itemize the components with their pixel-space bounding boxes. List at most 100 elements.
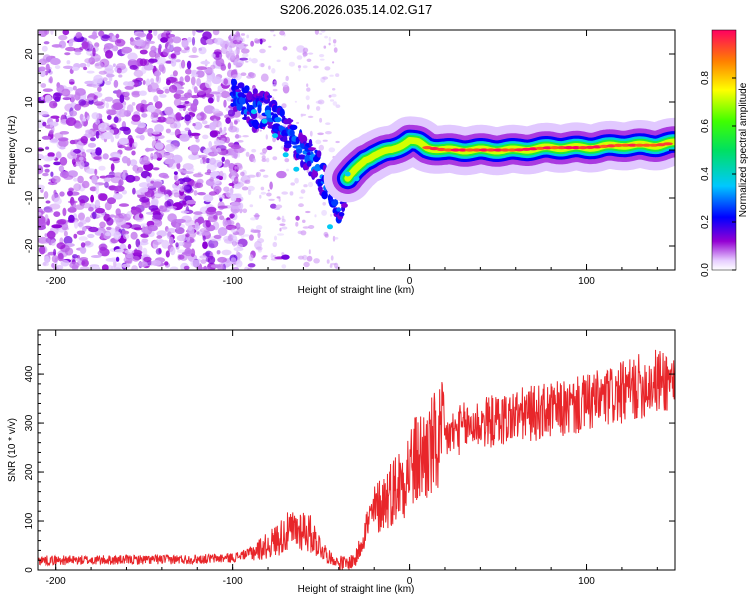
speckle-blob [196, 115, 202, 119]
speckle-blob [255, 172, 259, 178]
speckle-blob [156, 116, 167, 123]
speckle-blob [88, 99, 94, 105]
speckle-blob [332, 61, 335, 64]
speckle-blob [151, 260, 162, 266]
ridge-hotspot [478, 148, 489, 152]
speckle-blob [320, 30, 326, 33]
speckle-blob [58, 165, 65, 172]
speckle-blob [78, 160, 85, 170]
speckle-blob [94, 199, 101, 208]
speckle-blob [178, 168, 184, 172]
speckle-blob [175, 180, 181, 184]
speckle-blob [133, 69, 144, 78]
speckle-blob [80, 136, 88, 144]
speckle-blob [49, 100, 58, 109]
speckle-blob [297, 255, 305, 260]
speckle-blob [233, 183, 242, 189]
speckle-blob [164, 261, 169, 266]
speckle-blob [197, 192, 206, 196]
speckle-blob [42, 172, 49, 177]
speckle-blob [139, 49, 148, 55]
speckle-blob [121, 263, 131, 268]
speckle-blob [102, 77, 108, 82]
speckle-blob [233, 176, 239, 185]
ridge-hotspot [549, 146, 560, 150]
speckle-blob [185, 68, 192, 75]
speckle-blob [213, 178, 221, 185]
speckle-blob [250, 228, 255, 233]
speckle-blob [156, 235, 163, 239]
snr-x-ticks: -200 -100 0 100 [46, 330, 658, 587]
speckle-blob [176, 105, 186, 109]
speckle-blob [91, 175, 98, 184]
speckle-blob [41, 135, 51, 140]
speckle-blob [139, 160, 151, 166]
speckle-blob [196, 89, 206, 96]
colorbar-ticks: 0.0 0.2 0.4 0.6 0.8 [700, 71, 736, 277]
speckle-blob [51, 44, 63, 48]
speckle-blob [214, 37, 224, 45]
speckle-blob [235, 133, 240, 139]
speckle-blob [148, 58, 158, 63]
speckle-blob [87, 142, 97, 148]
speckle-blob [272, 255, 277, 258]
speckle-blob [129, 65, 138, 70]
speckle-blob [131, 114, 141, 122]
speckle-blob [126, 211, 133, 218]
speckle-blob [129, 159, 138, 167]
speckle-blob [276, 196, 281, 199]
speckle-blob [296, 121, 300, 124]
speckle-blob [141, 113, 148, 118]
ridge-blob [341, 203, 348, 208]
speckle-blob [183, 184, 193, 193]
speckle-blob [65, 117, 77, 126]
speckle-blob [322, 76, 328, 80]
speckle-blob [328, 36, 331, 42]
speckle-blob [84, 80, 95, 85]
speckle-blob [79, 257, 89, 261]
speckle-blob [333, 262, 339, 269]
speckle-blob [148, 30, 153, 34]
ridge-core [344, 171, 351, 177]
speckle-blob [202, 235, 206, 241]
speckle-blob [294, 177, 299, 184]
speckle-blob [309, 130, 313, 137]
speckle-blob [137, 261, 148, 268]
speckle-blob [255, 225, 263, 230]
speckle-blob [319, 117, 323, 123]
speckle-blob [128, 137, 135, 144]
speckle-blob [306, 58, 312, 62]
speckle-blob [227, 109, 236, 117]
speckle-blob [189, 144, 200, 153]
speckle-blob [307, 115, 314, 118]
speckle-blob [121, 46, 133, 54]
speckle-blob [249, 72, 256, 79]
speckle-blob [101, 264, 109, 270]
speckle-blob [131, 249, 143, 256]
speckle-blob [123, 81, 129, 86]
speckle-blob [240, 171, 245, 177]
speckle-blob [75, 161, 81, 167]
speckle-blob [230, 194, 237, 202]
speckle-blob [58, 34, 68, 41]
speckle-blob [119, 126, 130, 132]
speckle-blob [260, 63, 265, 68]
speckle-blob [187, 167, 195, 173]
speckle-blob [112, 172, 124, 178]
snr-y-ticks: 0 100 200 300 400 [24, 334, 675, 573]
speckle-blob [83, 66, 88, 71]
speckle-blob [234, 120, 238, 125]
speckle-blob [38, 220, 46, 226]
ridge-hotspot [450, 148, 461, 152]
speckle-blob [93, 95, 98, 100]
speckle-blob [224, 136, 230, 144]
speckle-blob [333, 39, 337, 44]
speckle-blob [281, 191, 289, 195]
speckle-blob [229, 50, 235, 59]
speckle-blob [236, 164, 243, 171]
speckle-blob [55, 151, 62, 159]
speckle-blob [215, 57, 225, 67]
speckle-blob [69, 110, 78, 117]
speckle-blob [68, 40, 74, 47]
speckle-blob [249, 204, 254, 208]
